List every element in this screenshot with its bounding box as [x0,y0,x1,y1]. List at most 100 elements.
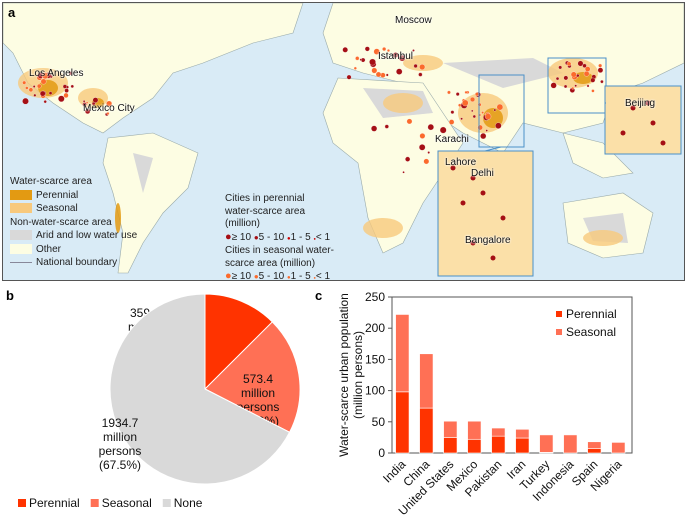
land-north-america [3,3,304,134]
pie-chart: 359.3millionpersons(12.5%)573.4millionpe… [18,293,301,510]
panel-label-a: a [8,5,16,20]
legend-label-none: None [174,496,203,510]
seasonal-city-dot [458,103,462,107]
legend-label-perennial: Perennial [29,496,80,510]
india-highlight-box [478,74,525,148]
perennial-city-dot [62,84,68,89]
y-axis-label-line: (million persons) [351,331,365,419]
seasonal-city-dot [448,119,455,125]
seasonal-area [383,93,423,113]
seasonal-city-dot [106,100,113,107]
perennial-city-dot [550,82,557,89]
seasonal-city-dot [380,72,386,78]
inset-connector [484,146,502,152]
y-tick-label: 0 [378,446,385,460]
seasonal-city-dot [41,72,49,80]
pie-label-none: 1934.7 million persons (67.5%) [99,416,142,472]
seasonal-city-dot [375,71,382,78]
seasonal-city-dot [355,56,360,61]
perennial-city-dot [485,129,488,132]
pie-slice-seasonal [204,321,301,433]
perennial-city-dot [398,54,406,62]
seasonal-city-dot [106,112,110,115]
perennial-city-dot [427,123,434,131]
legend-label-seasonal: Seasonal [102,496,152,510]
bar-perennial-spain [587,448,602,454]
perennial-city-dot [600,79,604,84]
seasonal-city-dot [373,48,380,55]
seasonal-city-dot [382,47,387,52]
seasonal-city-dot [583,70,590,77]
china-inset [604,85,682,155]
seasonal-city-dot [461,99,469,107]
perennial-area [115,203,121,233]
bar-seasonal-nigeria [611,442,626,454]
inset-city-dot [480,190,486,196]
inset-city-dot [470,175,476,181]
perennial-city-dot [574,84,577,88]
seasonal-city-dot [386,49,390,53]
seasonal-city-dot [584,66,591,72]
perennial-city-dot [84,108,91,114]
perennial-city-dot [450,110,455,114]
legend-title-water-scarce: Water-scarce area [10,176,92,187]
perennial-city-dot [32,85,36,88]
legend-label-perennial: Perennial [566,307,617,321]
panel-label-c: c [315,288,323,303]
perennial-city-dot [590,77,596,83]
y-axis-label: Water-scarce urban population(million pe… [337,293,365,457]
perennial-city-dot [384,124,389,129]
y-tick-label: 50 [372,415,386,429]
perennial-city-dot [359,58,363,61]
perennial-city-dot [460,117,463,121]
legend-swatch-perennial [18,499,26,507]
perennial-city-dot [371,125,378,132]
city-label-bangalore: Bangalore [465,235,511,246]
perennial-city-dot [582,63,587,68]
inset-city-dot [660,140,666,146]
city-label-beijing: Beijing [625,98,656,109]
legend-swatch-seasonal [90,499,99,507]
bar-seasonal-united-states [443,420,458,438]
perennial-city-dot [70,84,74,89]
seasonal-city-dot [447,90,451,95]
bar-seasonal-india [395,314,410,393]
seasonal-city-dot [496,103,504,111]
plot-frame [391,296,633,454]
perennial-city-dot [342,47,348,53]
city-label-moscow: Moscow [395,15,432,26]
perennial-city-dot [495,122,502,129]
seasonal-city-dot [477,102,482,107]
perennial-city-dot [64,88,69,93]
city-label-karachi: Karachi [435,134,469,145]
perennial-city-dot [413,63,418,68]
y-tick-label: 200 [365,321,385,335]
legend-perennial-sizes: ●≥ 10 ●5 - 10 ●1 - 5 ●< 1 [225,230,331,243]
perennial-city-dot [402,171,405,174]
seasonal-city-dot [469,96,476,103]
legend-item-other: Other [10,243,137,257]
perennial-city-dot [493,108,497,112]
inset-city-dot [470,240,476,246]
perennial-city-dot [39,90,46,97]
seasonal-city-dot [406,118,413,125]
y-tick-label: 100 [365,384,385,398]
perennial-city-dot [471,109,474,113]
seasonal-area [583,230,623,246]
seasonal-city-dot [37,83,42,89]
bar-seasonal-indonesia [563,434,578,454]
land-south-america [102,132,199,274]
city-label-istanbul: Istanbul [378,51,414,62]
perennial-city-dot [586,84,590,88]
india-inset [437,150,534,277]
pie-label-line: persons [99,444,142,458]
seasonal-city-dot [28,87,34,93]
city-label-mexico-city: Mexico City [83,103,135,114]
bar-perennial-united-states [443,437,458,454]
pie-label-line: million [103,430,137,444]
bar-seasonal-iran [515,428,530,439]
seasonal-city-dot [84,105,87,108]
legend-swatch-none [162,499,171,507]
pie-slice-none [109,293,291,485]
seasonal-city-dot [571,86,575,90]
